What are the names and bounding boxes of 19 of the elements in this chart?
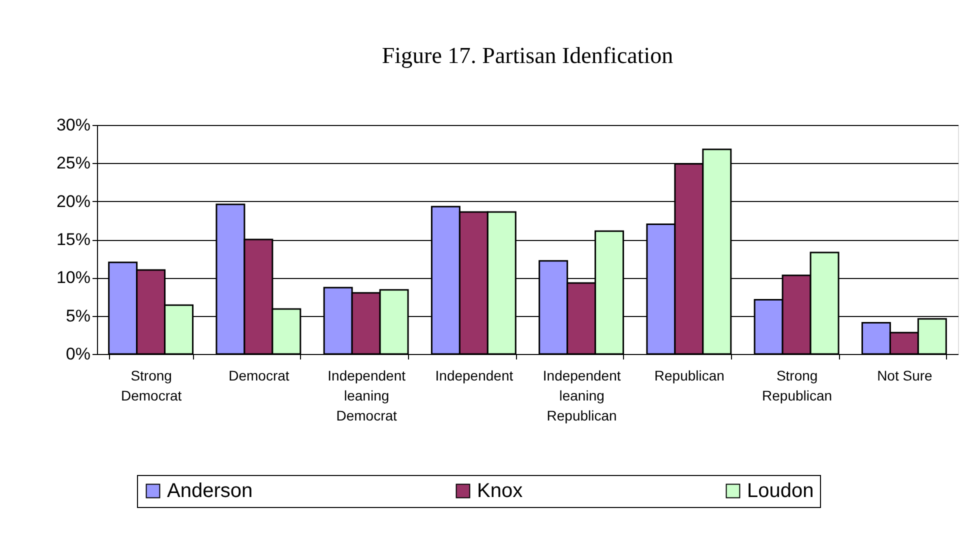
y-tick-label: 10%	[56, 268, 90, 288]
legend-label: Knox	[477, 480, 523, 502]
x-tick-label: Democrat	[228, 368, 290, 384]
legend-label: Loudon	[747, 480, 814, 502]
x-tick-label: Not Sure	[877, 368, 933, 384]
x-tick-label: Strong Democrat	[120, 368, 182, 404]
x-tick-label: Strong Republican	[762, 368, 832, 404]
y-tick-label: 5%	[66, 306, 90, 326]
legend-label: Anderson	[167, 480, 253, 502]
x-tick-label: Independent leaning Republican	[542, 368, 621, 424]
x-tick-label: Independent leaning Democrat	[328, 368, 406, 424]
x-tick-label: Republican	[654, 368, 724, 384]
y-tick-label: 20%	[56, 192, 90, 211]
y-tick-label: 0%	[66, 344, 90, 364]
y-tick-label: 15%	[56, 230, 90, 249]
chart-title: Figure 17. Partisan Idenfication	[382, 43, 674, 68]
x-tick-label: Independent	[435, 368, 514, 384]
y-tick-label: 25%	[56, 154, 90, 173]
y-tick-label: 30%	[56, 116, 90, 134]
